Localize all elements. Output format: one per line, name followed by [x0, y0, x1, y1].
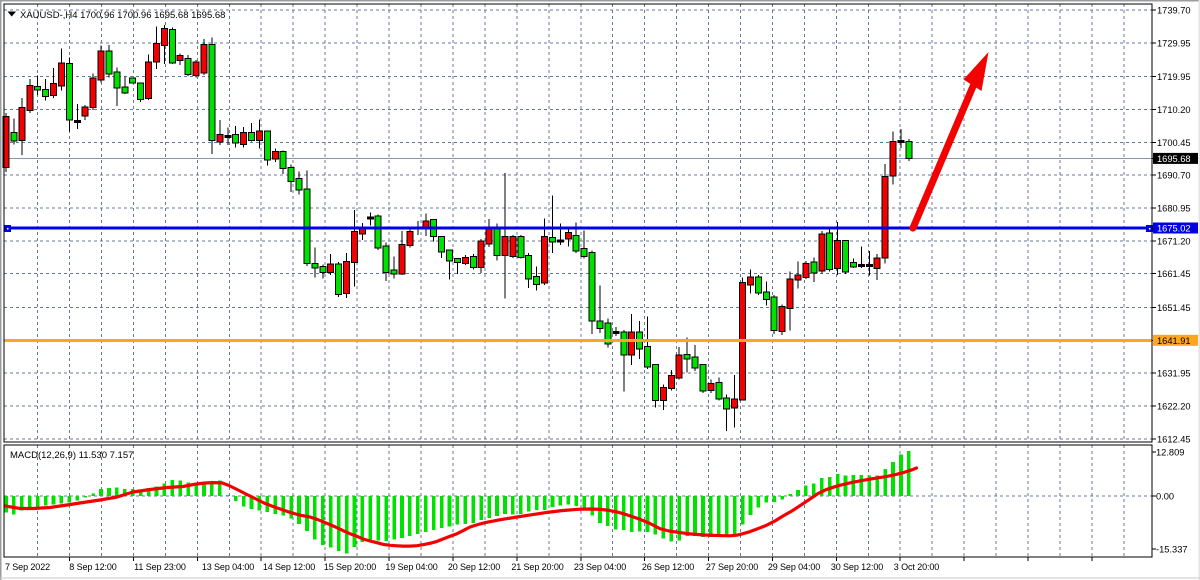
svg-text:-15.337: -15.337	[1156, 545, 1188, 555]
svg-text:13 Sep 04:00: 13 Sep 04:00	[202, 562, 254, 572]
svg-text:MACD(12,26,9) 11.530 7.157: MACD(12,26,9) 11.530 7.157	[10, 450, 133, 461]
svg-text:1680.95: 1680.95	[1157, 204, 1191, 214]
svg-text:1641.91: 1641.91	[1157, 336, 1191, 346]
svg-text:1719.95: 1719.95	[1157, 72, 1191, 82]
svg-text:1710.20: 1710.20	[1157, 105, 1191, 115]
svg-text:1729.95: 1729.95	[1157, 38, 1191, 48]
svg-text:29 Sep 04:00: 29 Sep 04:00	[768, 562, 820, 572]
svg-text:1612.45: 1612.45	[1157, 434, 1191, 444]
svg-text:1690.70: 1690.70	[1157, 171, 1191, 181]
svg-text:15 Sep 20:00: 15 Sep 20:00	[324, 562, 376, 572]
svg-text:27 Sep 20:00: 27 Sep 20:00	[706, 562, 758, 572]
svg-text:1700.45: 1700.45	[1157, 138, 1191, 148]
svg-text:1671.20: 1671.20	[1157, 236, 1191, 246]
svg-text:1661.45: 1661.45	[1157, 269, 1191, 279]
svg-text:12.809: 12.809	[1156, 447, 1184, 457]
svg-text:1631.95: 1631.95	[1157, 369, 1191, 379]
svg-text:0.00: 0.00	[1156, 492, 1174, 502]
svg-text:3 Oct 20:00: 3 Oct 20:00	[894, 562, 940, 572]
svg-text:1695.68: 1695.68	[1157, 154, 1191, 164]
svg-text:23 Sep 04:00: 23 Sep 04:00	[574, 562, 626, 572]
svg-text:1675.02: 1675.02	[1157, 224, 1191, 234]
svg-text:19 Sep 04:00: 19 Sep 04:00	[385, 562, 437, 572]
svg-text:8 Sep 12:00: 8 Sep 12:00	[69, 562, 117, 572]
svg-text:14 Sep 12:00: 14 Sep 12:00	[263, 562, 315, 572]
svg-text:26 Sep 12:00: 26 Sep 12:00	[642, 562, 694, 572]
svg-text:7 Sep 2022: 7 Sep 2022	[5, 562, 50, 572]
svg-text:11 Sep 23:00: 11 Sep 23:00	[134, 562, 186, 572]
svg-text:XAUUSD-,H4 1700.96 1700.96 16: XAUUSD-,H4 1700.96 1700.96 1695.68 1695.…	[20, 10, 225, 21]
svg-text:30 Sep 12:00: 30 Sep 12:00	[831, 562, 883, 572]
svg-text:1651.45: 1651.45	[1157, 303, 1191, 313]
svg-text:1739.70: 1739.70	[1157, 6, 1191, 16]
svg-text:21 Sep 20:00: 21 Sep 20:00	[511, 562, 563, 572]
svg-text:1622.20: 1622.20	[1157, 401, 1191, 411]
svg-text:20 Sep 12:00: 20 Sep 12:00	[448, 562, 500, 572]
